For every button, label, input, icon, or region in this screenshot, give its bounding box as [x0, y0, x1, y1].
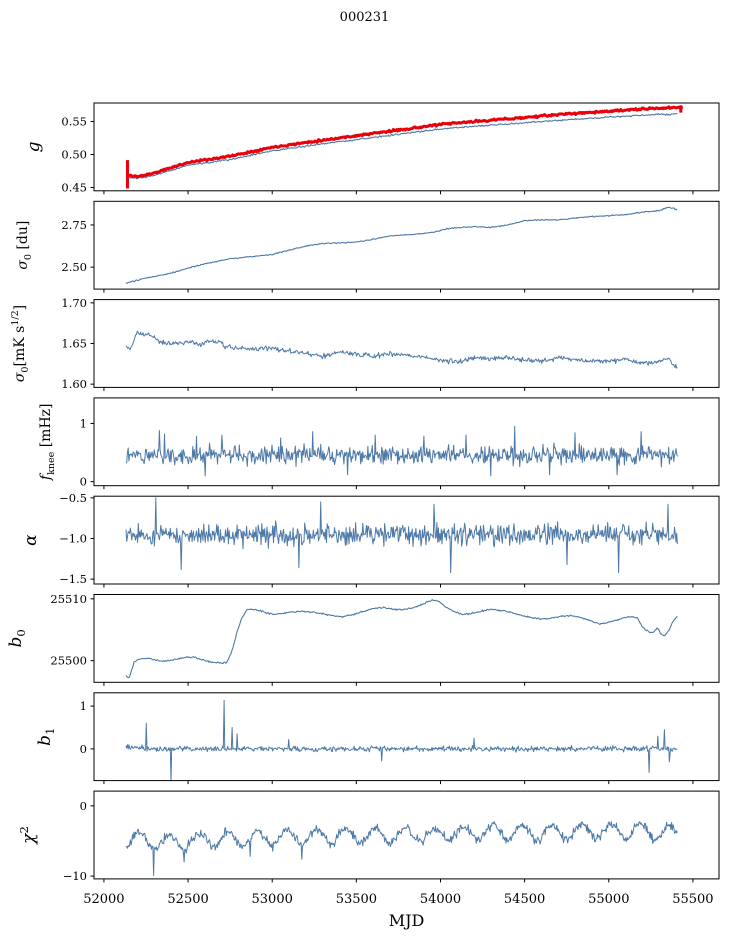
axes-frame [93, 495, 720, 585]
y-axis-label-b0: b0 [6, 629, 28, 647]
x-tick-label: 53000 [252, 892, 293, 907]
y-tick-label-b1: 1 [80, 699, 87, 713]
y-tick-label-sigma0-mk: 1.65 [61, 337, 87, 351]
y-tick-label-alpha: −0.5 [59, 491, 87, 505]
y-axis-label-alpha: α [21, 534, 41, 546]
series-b0 [125, 599, 678, 679]
x-tick-label: 52500 [167, 892, 208, 907]
y-tick-label-sigma0-du: 2.50 [61, 260, 87, 274]
y-axis-label-chi2: χ2 [17, 826, 39, 845]
series-gain-raw [126, 105, 684, 179]
panel-b1: 1 0 b1 [35, 692, 720, 785]
axes-frame [93, 790, 720, 880]
y-tick-label-g: 0.50 [61, 147, 87, 161]
y-axis-label-b1: b1 [35, 728, 57, 746]
y-tick-label-sigma0-du: 2.75 [61, 218, 87, 232]
x-tick-label: 54000 [420, 892, 461, 907]
panel-alpha: −0.5 −1.0 −1.5 α [21, 491, 720, 588]
x-tick-label: 53500 [336, 892, 377, 907]
axes-frame [93, 200, 720, 290]
figure-title: 000231 [339, 10, 390, 25]
series-chi2 [125, 821, 678, 876]
panel-sigma0-du: 2.75 2.50 σ0 [du] [15, 200, 720, 293]
y-tick-label-chi2: −10 [63, 869, 87, 883]
panel-g: 0.55 0.50 0.45 g [24, 102, 720, 194]
series-fknee [125, 425, 678, 477]
panel-b0: 25510 25500 b0 [6, 592, 720, 686]
axes-frame [93, 397, 720, 487]
y-tick-label-g: 0.55 [61, 114, 87, 128]
y-tick-label-sigma0-mk: 1.70 [61, 296, 87, 310]
y-tick-label-alpha: −1.0 [59, 531, 87, 545]
series-sigma0-mk [125, 330, 678, 369]
panel-fknee: 1 0 fknee [mHz] [38, 397, 720, 490]
panel-chi2: 0 −10 χ2 [17, 790, 720, 883]
series-gain-smoothed [125, 112, 678, 180]
y-tick-label-b0: 25510 [50, 592, 87, 606]
y-tick-label-b0: 25500 [50, 654, 87, 668]
y-tick-label-chi2: 0 [80, 799, 87, 813]
y-tick-label-g: 0.45 [61, 180, 87, 194]
x-tick-label: 55000 [588, 892, 629, 907]
y-tick-label-fknee: 1 [80, 416, 87, 430]
y-axis-label-g: g [24, 141, 44, 152]
x-axis-title: MJD [388, 911, 425, 930]
panel-sigma0-mk: 1.70 1.65 1.60 σ0[mK s1/2] [10, 296, 720, 391]
y-tick-label-alpha: −1.5 [59, 572, 87, 586]
x-tick-label: 54500 [504, 892, 545, 907]
axes-frame [93, 594, 720, 683]
x-tick-label: 52000 [83, 892, 124, 907]
x-tick-label: 55500 [672, 892, 713, 907]
y-tick-label-b1: 0 [80, 742, 87, 756]
series-sigma0-du [125, 206, 678, 284]
y-axis-label-fknee: fknee [mHz] [38, 404, 57, 482]
y-axis-label-sigma0-du: σ0 [du] [15, 221, 34, 270]
y-tick-label-fknee: 0 [80, 475, 87, 489]
axes-frame [93, 299, 720, 388]
y-tick-label-sigma0-mk: 1.60 [61, 377, 87, 391]
series-b1 [125, 700, 678, 781]
axes-frame [93, 692, 720, 782]
series-alpha [125, 497, 678, 574]
axes-frame [93, 102, 720, 192]
y-axis-label-sigma0-mk: σ0[mK s1/2] [10, 305, 31, 382]
